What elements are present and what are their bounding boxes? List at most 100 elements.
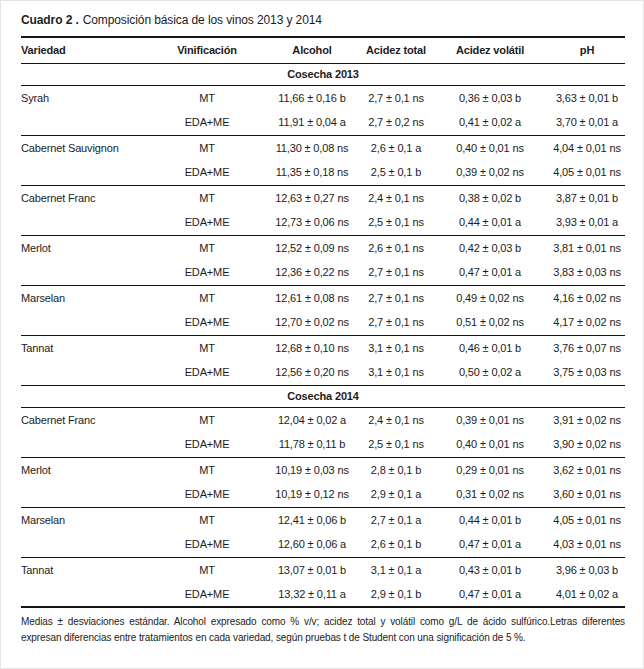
acidez-volatil-cell: 0,47 ± 0,01 a — [431, 260, 549, 285]
alcohol-cell: 12,04 ± 0,02 a — [263, 407, 361, 432]
acidez-volatil-cell: 0,47 ± 0,01 a — [431, 582, 549, 607]
table-row: SyrahMT11,66 ± 0,16 b2,7 ± 0,1 ns0,36 ± … — [21, 85, 625, 110]
variety-cell — [21, 310, 151, 335]
vinification-cell: EDA+ME — [151, 360, 263, 385]
ph-cell: 3,60 ± 0,01 ns — [549, 482, 625, 507]
variety-cell: Marselan — [21, 507, 151, 532]
acidez-volatil-cell: 0,41 ± 0,02 a — [431, 110, 549, 135]
alcohol-cell: 10,19 ± 0,03 ns — [263, 457, 361, 482]
alcohol-cell: 12,52 ± 0,09 ns — [263, 235, 361, 260]
variety-cell: Cabernet Sauvignon — [21, 135, 151, 160]
variety-cell — [21, 582, 151, 607]
alcohol-cell: 12,41 ± 0,06 b — [263, 507, 361, 532]
wine-composition-table: Variedad Vinificación Alcohol Acidez tot… — [21, 36, 625, 608]
ph-cell: 4,01 ± 0,02 a — [549, 582, 625, 607]
acidez-volatil-cell: 0,49 ± 0,02 ns — [431, 285, 549, 310]
vinification-cell: MT — [151, 235, 263, 260]
vinification-cell: EDA+ME — [151, 160, 263, 185]
ph-cell: 3,87 ± 0,01 b — [549, 185, 625, 210]
alcohol-cell: 12,70 ± 0,02 ns — [263, 310, 361, 335]
acidez-volatil-cell: 0,43 ± 0,01 b — [431, 557, 549, 582]
acidez-volatil-cell: 0,31 ± 0,02 ns — [431, 482, 549, 507]
acidez-volatil-cell: 0,44 ± 0,01 a — [431, 210, 549, 235]
variety-cell: Merlot — [21, 235, 151, 260]
table-row: EDA+ME11,78 ± 0,11 b2,5 ± 0,1 ns0,40 ± 0… — [21, 432, 625, 457]
table-row: Cabernet FrancMT12,63 ± 0,27 ns2,4 ± 0,1… — [21, 185, 625, 210]
table-row: EDA+ME11,35 ± 0,18 ns2,5 ± 0,1 b0,39 ± 0… — [21, 160, 625, 185]
table-title-text: Composición básica de los vinos 2013 y 2… — [83, 13, 322, 27]
col-header-acidez-volatil: Acidez volátil — [431, 37, 549, 63]
table-row: MarselanMT12,41 ± 0,06 b2,7 ± 0,1 a0,44 … — [21, 507, 625, 532]
vinification-cell: MT — [151, 557, 263, 582]
ph-cell: 3,83 ± 0,03 ns — [549, 260, 625, 285]
acidez-volatil-cell: 0,36 ± 0,03 b — [431, 85, 549, 110]
vinification-cell: EDA+ME — [151, 260, 263, 285]
alcohol-cell: 11,91 ± 0,04 a — [263, 110, 361, 135]
ph-cell: 3,81 ± 0,01 ns — [549, 235, 625, 260]
col-header-acidez-total: Acidez total — [361, 37, 431, 63]
vinification-cell: MT — [151, 335, 263, 360]
variety-cell — [21, 110, 151, 135]
acidez-volatil-cell: 0,42 ± 0,03 b — [431, 235, 549, 260]
ph-cell: 3,76 ± 0,07 ns — [549, 335, 625, 360]
acidez-total-cell: 3,1 ± 0,1 ns — [361, 360, 431, 385]
variety-cell: Tannat — [21, 335, 151, 360]
acidez-volatil-cell: 0,50 ± 0,02 a — [431, 360, 549, 385]
variety-cell: Marselan — [21, 285, 151, 310]
section-label: Cosecha 2013 — [21, 63, 625, 85]
acidez-volatil-cell: 0,38 ± 0,02 b — [431, 185, 549, 210]
table-row: MarselanMT12,61 ± 0,08 ns2,7 ± 0,1 ns0,4… — [21, 285, 625, 310]
table-row: EDA+ME11,91 ± 0,04 a2,7 ± 0,2 ns0,41 ± 0… — [21, 110, 625, 135]
table-row: EDA+ME12,56 ± 0,20 ns3,1 ± 0,1 ns0,50 ± … — [21, 360, 625, 385]
table-row: Cabernet SauvignonMT11,30 ± 0,08 ns2,6 ±… — [21, 135, 625, 160]
variety-cell — [21, 532, 151, 557]
col-header-vinificacion: Vinificación — [151, 37, 263, 63]
ph-cell: 3,70 ± 0,01 a — [549, 110, 625, 135]
section-row: Cosecha 2014 — [21, 385, 625, 407]
table-row: EDA+ME12,70 ± 0,02 ns2,7 ± 0,1 ns0,51 ± … — [21, 310, 625, 335]
column-header-row: Variedad Vinificación Alcohol Acidez tot… — [21, 37, 625, 63]
acidez-volatil-cell: 0,44 ± 0,01 b — [431, 507, 549, 532]
table-row: EDA+ME12,36 ± 0,22 ns2,7 ± 0,1 ns0,47 ± … — [21, 260, 625, 285]
table-row: EDA+ME12,73 ± 0,06 ns2,5 ± 0,1 ns0,44 ± … — [21, 210, 625, 235]
acidez-volatil-cell: 0,51 ± 0,02 ns — [431, 310, 549, 335]
paper-table-page: Cuadro 2 . Composición básica de los vino… — [1, 1, 643, 645]
ph-cell: 4,05 ± 0,01 ns — [549, 160, 625, 185]
vinification-cell: EDA+ME — [151, 532, 263, 557]
acidez-volatil-cell: 0,29 ± 0,01 ns — [431, 457, 549, 482]
table-row: EDA+ME12,60 ± 0,06 a2,6 ± 0,1 b0,47 ± 0,… — [21, 532, 625, 557]
acidez-total-cell: 2,7 ± 0,1 a — [361, 507, 431, 532]
acidez-total-cell: 2,7 ± 0,1 ns — [361, 310, 431, 335]
alcohol-cell: 12,73 ± 0,06 ns — [263, 210, 361, 235]
ph-cell: 4,04 ± 0,01 ns — [549, 135, 625, 160]
alcohol-cell: 12,61 ± 0,08 ns — [263, 285, 361, 310]
vinification-cell: EDA+ME — [151, 432, 263, 457]
alcohol-cell: 11,30 ± 0,08 ns — [263, 135, 361, 160]
acidez-total-cell: 2,6 ± 0,1 b — [361, 532, 431, 557]
ph-cell: 4,16 ± 0,02 ns — [549, 285, 625, 310]
alcohol-cell: 10,19 ± 0,12 ns — [263, 482, 361, 507]
ph-cell: 4,05 ± 0,01 ns — [549, 507, 625, 532]
vinification-cell: MT — [151, 85, 263, 110]
acidez-volatil-cell: 0,40 ± 0,01 ns — [431, 432, 549, 457]
acidez-volatil-cell: 0,46 ± 0,01 b — [431, 335, 549, 360]
table-title-number: Cuadro 2 . — [21, 13, 79, 27]
acidez-total-cell: 2,6 ± 0,1 ns — [361, 235, 431, 260]
alcohol-cell: 12,68 ± 0,10 ns — [263, 335, 361, 360]
acidez-total-cell: 3,1 ± 0,1 ns — [361, 335, 431, 360]
section-label: Cosecha 2014 — [21, 385, 625, 407]
vinification-cell: EDA+ME — [151, 482, 263, 507]
ph-cell: 3,63 ± 0,01 b — [549, 85, 625, 110]
acidez-total-cell: 2,5 ± 0,1 ns — [361, 432, 431, 457]
section-row: Cosecha 2013 — [21, 63, 625, 85]
ph-cell: 3,93 ± 0,01 a — [549, 210, 625, 235]
ph-cell: 4,03 ± 0,01 ns — [549, 532, 625, 557]
table-row: MerlotMT12,52 ± 0,09 ns2,6 ± 0,1 ns0,42 … — [21, 235, 625, 260]
acidez-total-cell: 2,8 ± 0,1 b — [361, 457, 431, 482]
variety-cell: Syrah — [21, 85, 151, 110]
acidez-volatil-cell: 0,39 ± 0,02 ns — [431, 160, 549, 185]
variety-cell — [21, 210, 151, 235]
alcohol-cell: 11,35 ± 0,18 ns — [263, 160, 361, 185]
ph-cell: 3,62 ± 0,01 ns — [549, 457, 625, 482]
acidez-total-cell: 3,1 ± 0,1 a — [361, 557, 431, 582]
